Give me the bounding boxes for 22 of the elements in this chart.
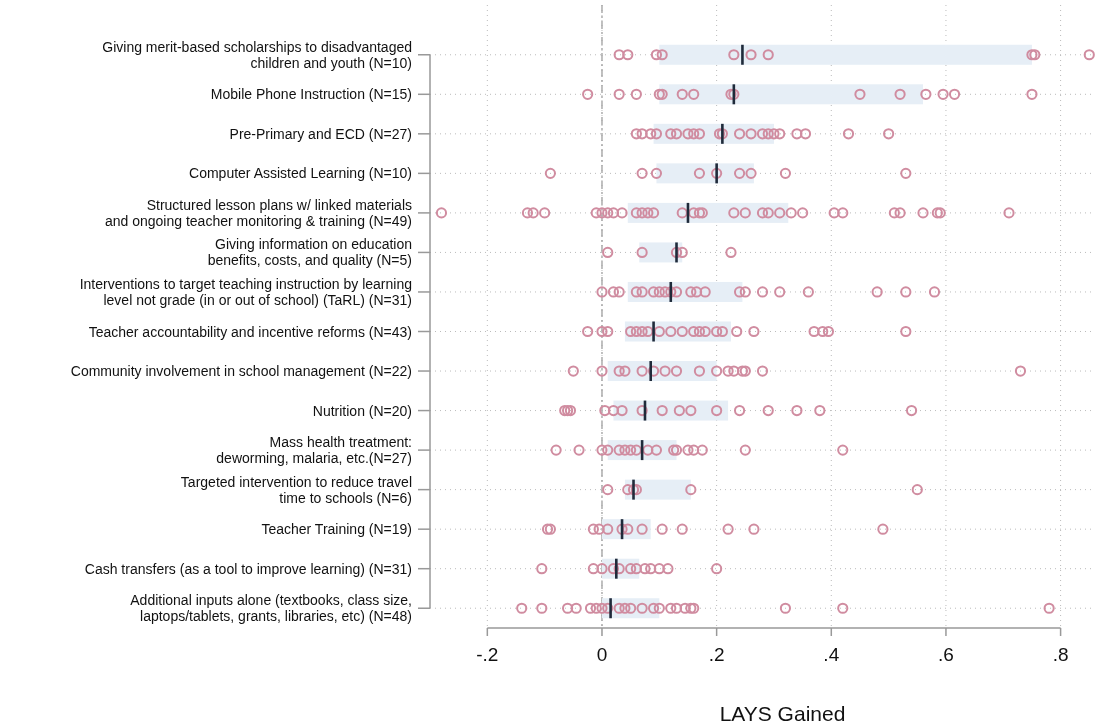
x-tick-label: .6 [938, 644, 954, 665]
y-tick-label: Teacher accountability and incentive reforms (N=43) [88, 323, 412, 340]
y-tick-label: Giving merit-based scholarships to disadvantaged children and youth (N=10) [102, 38, 412, 71]
x-tick-label: .8 [1052, 644, 1069, 665]
y-tick-label: Computer Assisted Learning (N=10) [189, 165, 412, 182]
y-tick-label: Pre-Primary and ECD (N=27) [229, 125, 412, 142]
x-tick-label: -.2 [476, 644, 499, 665]
y-tick-label: Community involvement in school management (N=22) [70, 363, 412, 380]
y-tick-label: Teacher Training (N=19) [261, 521, 412, 538]
x-tick-label: 0 [596, 644, 608, 665]
y-tick-label: Nutrition (N=20) [312, 402, 412, 419]
x-tick-label: .2 [708, 644, 725, 665]
x-axis-title: LAYS Gained [719, 702, 846, 725]
y-tick-label: Additional inputs alone (textbooks, class size, laptops/tablets, grants, libraries, etc) (N=48) [130, 592, 412, 625]
y-tick-label: Structured lesson plans w/ linked materials and ongoing teacher monitoring & training (N=49) [104, 196, 412, 229]
y-tick-label: Giving information on education benefits, costs, and quality (N=5) [207, 236, 412, 269]
x-tick-label: .4 [823, 644, 840, 665]
y-tick-label: Cash transfers (as a tool to improve learning) (N=31) [84, 560, 412, 577]
y-tick-label: Mass health treatment: deworming, malaria, etc.(N=27) [216, 434, 412, 467]
y-tick-label: Mobile Phone Instruction (N=15) [210, 86, 412, 103]
y-tick-label: Interventions to target teaching instruction by learning level not grade (in or out of school) (TaRL) (N=31) [79, 275, 412, 308]
y-tick-label: Targeted intervention to reduce travel time to schools (N=6) [180, 473, 412, 506]
